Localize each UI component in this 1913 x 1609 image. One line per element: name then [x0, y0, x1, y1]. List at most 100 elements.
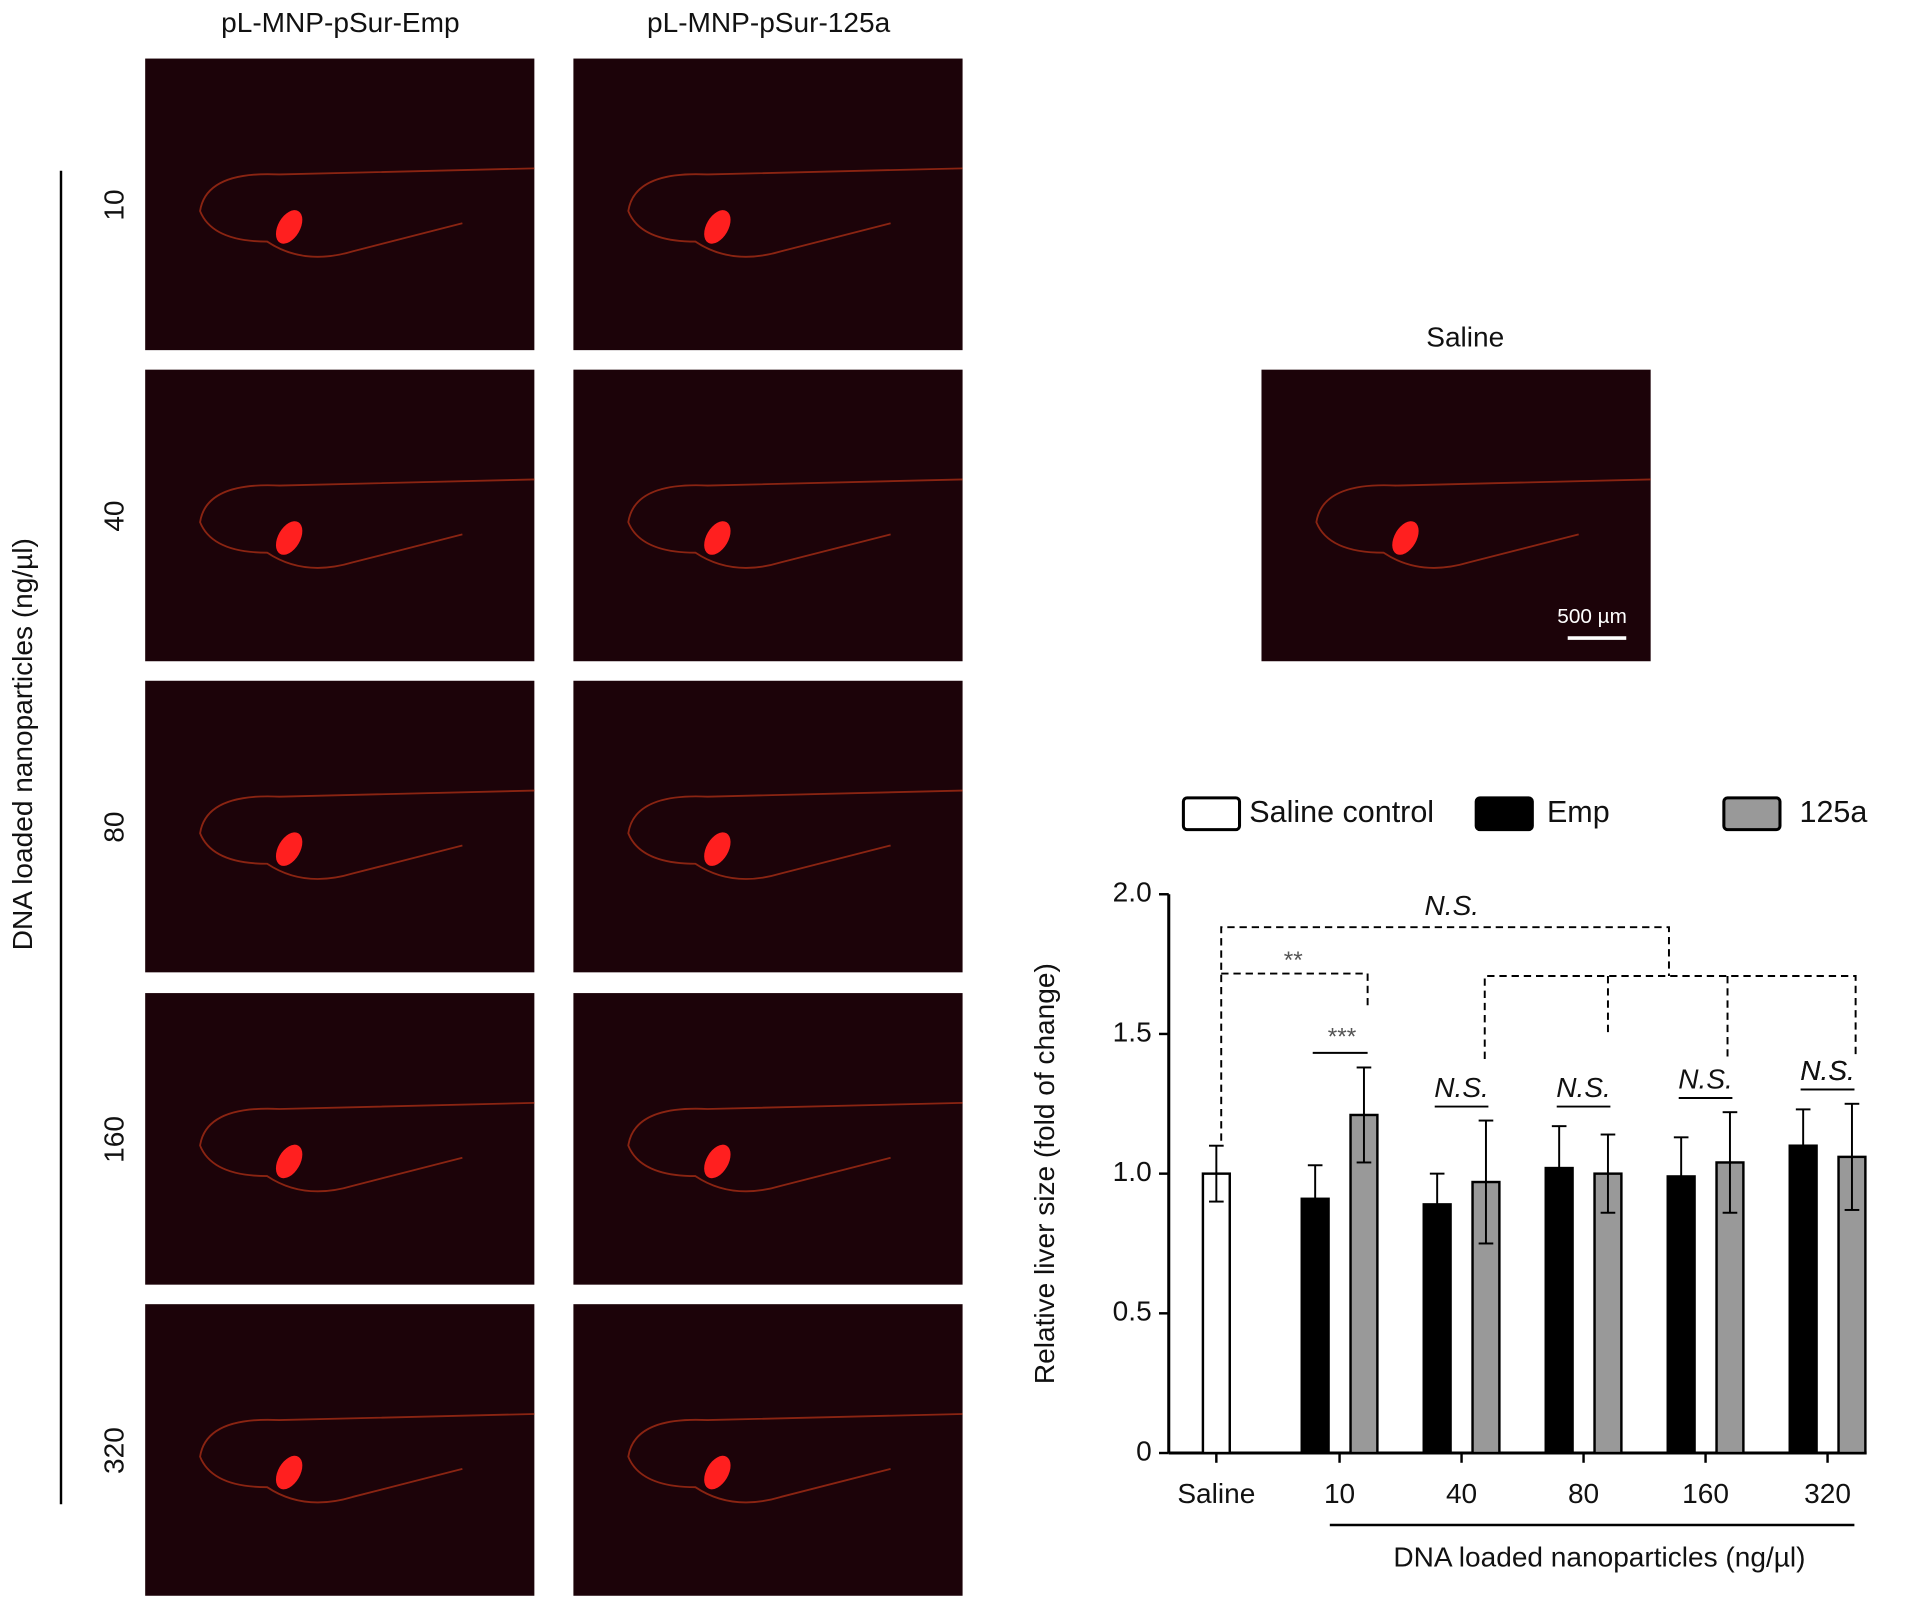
micrograph-background — [145, 1304, 535, 1596]
fish-outline — [199, 789, 535, 880]
bar — [1349, 1113, 1379, 1455]
y-axis-title: Relative liver size (fold of change) — [1029, 963, 1060, 1384]
significance-label: N.S. — [1800, 1055, 1855, 1086]
x-tick-label: 320 — [1804, 1478, 1851, 1509]
error-bar — [1722, 1111, 1738, 1214]
x-tick-label: 10 — [1324, 1478, 1355, 1509]
row-label: 80 — [98, 812, 129, 843]
scale-bar-label: 500 µm — [1557, 605, 1627, 628]
x-axis-title: DNA loaded nanoparticles (ng/µl) — [1393, 1542, 1805, 1573]
bar — [1666, 1175, 1696, 1455]
significance-label: N.S. — [1425, 890, 1480, 921]
bar — [1837, 1155, 1867, 1455]
y-tick-label: 2.0 — [1113, 877, 1152, 908]
significance-bracket — [1221, 972, 1369, 1011]
error-bar — [1551, 1125, 1567, 1211]
liver — [275, 210, 303, 244]
fish-outline — [627, 789, 963, 880]
liver — [704, 521, 731, 555]
significance-label: N.S. — [1556, 1072, 1611, 1103]
fish-outline — [627, 167, 963, 258]
bar — [1201, 1172, 1231, 1455]
micrograph — [573, 369, 963, 662]
legend-label: 125a — [1800, 795, 1868, 829]
significance-label: N.S. — [1434, 1072, 1489, 1103]
error-bar — [1356, 1066, 1372, 1164]
error-bar — [1209, 1144, 1224, 1203]
legend-swatch — [1474, 796, 1534, 832]
liver — [704, 1144, 731, 1179]
micrograph — [145, 58, 535, 351]
fish-outline — [199, 1101, 535, 1193]
fish-outline — [1315, 478, 1651, 569]
micrograph-background — [1261, 369, 1651, 662]
fish-outline — [627, 1413, 963, 1504]
micrograph-background — [573, 993, 963, 1285]
y-tick-label: 0.5 — [1113, 1296, 1152, 1327]
legend-swatch — [1722, 796, 1782, 832]
bar — [1300, 1197, 1330, 1455]
micrograph — [573, 680, 963, 973]
bar — [1422, 1203, 1452, 1455]
significance-bracket — [1220, 926, 1670, 1141]
fish-outline — [627, 478, 963, 569]
micrograph — [145, 369, 535, 662]
x-tick-label: Saline — [1177, 1478, 1255, 1509]
significance-label: *** — [1328, 1024, 1357, 1051]
error-bar — [1795, 1108, 1811, 1183]
micrograph — [573, 58, 963, 351]
legend-label: Saline control — [1249, 795, 1434, 829]
liver — [275, 521, 303, 555]
micrograph-background — [145, 58, 535, 351]
liver — [1392, 521, 1419, 555]
micrograph — [145, 993, 535, 1285]
micrograph — [573, 1304, 963, 1596]
micrograph-background — [145, 680, 535, 973]
column-title: pL-MNP-pSur-Emp — [221, 7, 459, 38]
x-tick-label: 80 — [1568, 1478, 1599, 1509]
micrograph-background — [145, 993, 535, 1285]
legend-swatch — [1181, 796, 1242, 832]
y-tick-label: 1.0 — [1113, 1156, 1152, 1187]
micrograph-background — [573, 1304, 963, 1596]
micrograph — [573, 993, 963, 1285]
micrograph-background — [145, 369, 535, 662]
significance-label: N.S. — [1678, 1063, 1733, 1094]
legend-label: Emp — [1547, 795, 1610, 829]
significance-bracket — [1483, 975, 1857, 1059]
row-label: 10 — [98, 189, 129, 220]
bar — [1593, 1172, 1623, 1455]
micrograph — [1261, 369, 1651, 662]
liver — [704, 210, 731, 244]
row-label: 320 — [98, 1427, 129, 1474]
liver — [275, 832, 303, 866]
row-axis-label: DNA loaded nanoparticles (ng/µl) — [7, 538, 38, 950]
error-bar — [1478, 1119, 1494, 1245]
liver — [704, 1455, 731, 1490]
fish-outline — [199, 167, 535, 258]
micrograph-background — [573, 58, 963, 351]
micrograph-background — [573, 680, 963, 973]
row-label: 40 — [98, 500, 129, 531]
fish-outline — [199, 478, 535, 569]
bar — [1544, 1166, 1574, 1455]
micrograph — [145, 680, 535, 973]
x-tick-label: 160 — [1682, 1478, 1729, 1509]
row-label: 160 — [98, 1116, 129, 1163]
y-tick-label: 0 — [1136, 1435, 1152, 1466]
error-bar — [1600, 1133, 1616, 1214]
micrograph — [145, 1304, 535, 1596]
error-bar — [1307, 1164, 1323, 1234]
saline-title: Saline — [1426, 322, 1504, 353]
error-bar — [1429, 1172, 1445, 1237]
error-bar — [1673, 1136, 1689, 1217]
column-title: pL-MNP-pSur-125a — [647, 7, 891, 38]
x-tick-label: 40 — [1446, 1478, 1477, 1509]
error-bar — [1844, 1102, 1860, 1211]
micrograph-background — [573, 369, 963, 662]
liver — [704, 832, 731, 866]
significance-label: ** — [1284, 947, 1303, 974]
y-tick-label: 1.5 — [1113, 1016, 1152, 1047]
liver — [275, 1144, 303, 1179]
